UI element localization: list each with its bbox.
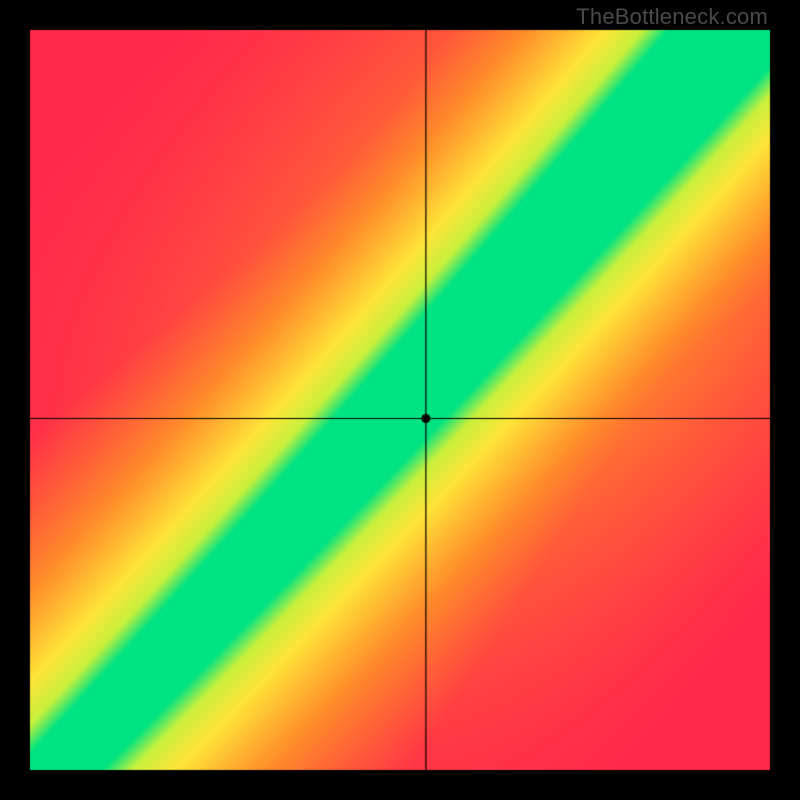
watermark-text: TheBottleneck.com <box>576 4 768 30</box>
bottleneck-heatmap-canvas <box>0 0 800 800</box>
chart-container: TheBottleneck.com <box>0 0 800 800</box>
